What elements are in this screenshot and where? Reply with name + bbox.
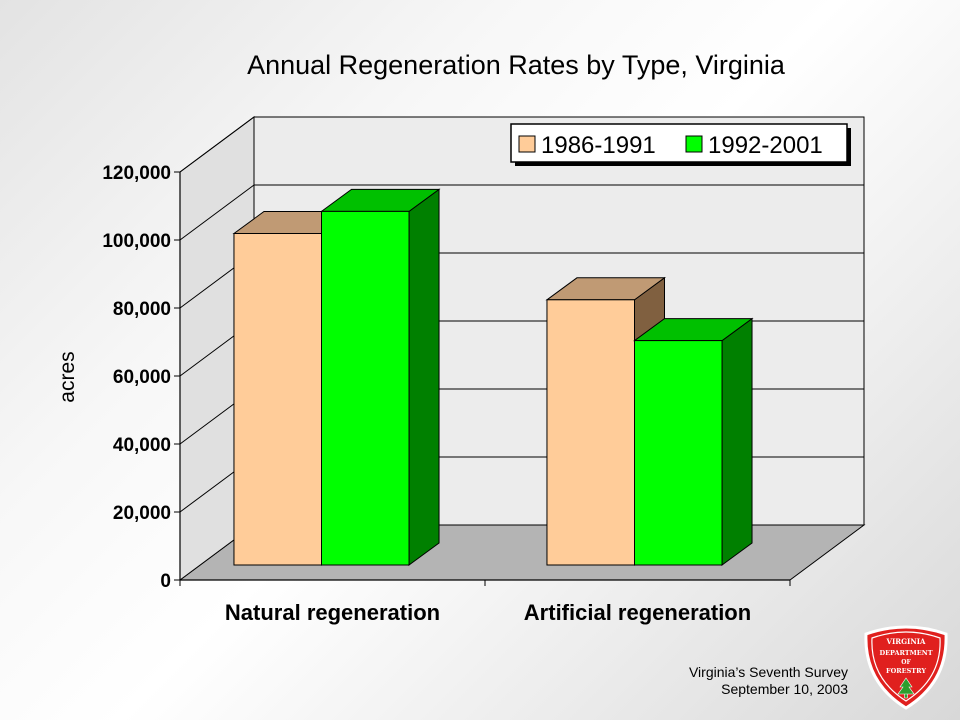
- footer-date: September 10, 2003: [721, 681, 848, 697]
- logo-line3: OF: [901, 659, 911, 666]
- y-tick-label: 20,000: [113, 503, 171, 524]
- gridline-diagonal: [179, 116, 255, 173]
- bars: [232, 188, 754, 566]
- logo-line2: DEPARTMENT: [879, 649, 932, 657]
- gridline-diagonal: [179, 184, 255, 241]
- bar-front: [634, 340, 723, 566]
- bar-1992-2001-artificial-regeneration: [632, 317, 754, 566]
- legend-label: 1986-1991: [541, 132, 656, 159]
- x-tick-label: Natural regeneration: [225, 600, 440, 625]
- x-tick-label: Artificial regeneration: [524, 600, 751, 625]
- bar-1992-2001-natural-regeneration: [319, 188, 441, 566]
- legend-swatch: [685, 135, 703, 153]
- x-axis: Natural regeneration Artificial regenerat…: [179, 579, 791, 625]
- legend-swatch: [518, 135, 536, 153]
- bar-front: [546, 299, 636, 566]
- y-tick-label: 40,000: [113, 435, 171, 456]
- logo-shield-inner: [871, 631, 941, 702]
- logo-shield: [864, 625, 948, 710]
- y-tick-label: 80,000: [113, 299, 171, 320]
- legend: 1986-1991 1992-2001: [510, 123, 851, 166]
- legend-box: [510, 123, 848, 163]
- tree-icon: [897, 677, 915, 699]
- chart-title: Annual Regeneration Rates by Type, Virgi…: [247, 50, 786, 80]
- logo-line1: VIRGINIA: [886, 637, 926, 646]
- bar-side: [408, 188, 440, 566]
- logo-line4: FORESTRY: [886, 667, 926, 675]
- y-tick-label: 120,000: [102, 163, 171, 184]
- y-tick-label: 60,000: [113, 367, 171, 388]
- y-axis-label: acres: [56, 351, 79, 402]
- bar-front: [321, 210, 410, 566]
- forestry-logo: VIRGINIA DEPARTMENT OF FORESTRY: [864, 625, 948, 710]
- y-tick-label: 0: [160, 571, 171, 592]
- footer-survey: Virginia’s Seventh Survey: [688, 664, 848, 680]
- y-axis: 0 20,000 40,000 60,000 80,000 100,000 120,000: [102, 163, 181, 592]
- footer: Virginia’s Seventh Survey September 10, …: [689, 664, 848, 698]
- legend-label: 1992-2001: [708, 132, 823, 159]
- bar-side: [721, 317, 753, 566]
- bar-front: [233, 233, 322, 566]
- y-tick-label: 100,000: [102, 231, 171, 252]
